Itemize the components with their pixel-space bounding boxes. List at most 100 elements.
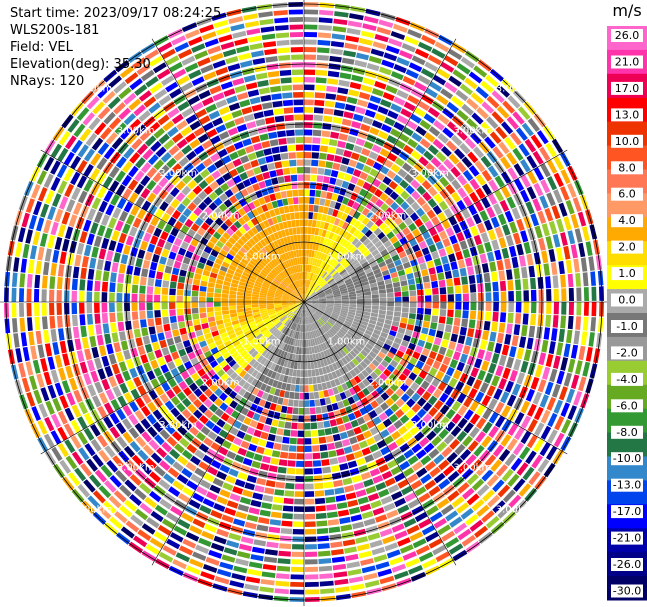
ppi-gate xyxy=(231,363,240,371)
ppi-gate xyxy=(436,68,451,80)
ppi-gate xyxy=(292,330,297,339)
ppi-gate xyxy=(558,202,568,217)
ppi-gate xyxy=(334,334,342,341)
ppi-gate xyxy=(291,62,304,68)
ppi-gate xyxy=(130,388,140,400)
ppi-gate xyxy=(297,174,304,181)
ppi-gate xyxy=(161,287,169,295)
ppi-gate xyxy=(470,293,477,302)
ppi-gate xyxy=(283,307,291,312)
ppi-gate xyxy=(232,30,247,39)
ppi-gate xyxy=(170,175,181,186)
ppi-gate xyxy=(311,300,319,302)
ppi-gate xyxy=(56,302,62,315)
ppi-gate xyxy=(165,205,175,216)
ppi-gate xyxy=(247,568,262,577)
ppi-gate xyxy=(259,133,269,141)
ppi-gate xyxy=(236,291,245,296)
ppi-gate xyxy=(157,114,170,126)
ppi-gate xyxy=(296,302,304,304)
ppi-gate xyxy=(278,222,285,230)
ppi-gate xyxy=(210,509,223,519)
ppi-gate xyxy=(323,176,330,184)
ppi-gate xyxy=(290,235,295,243)
ppi-gate xyxy=(229,580,245,589)
ppi-gate xyxy=(575,316,582,330)
ppi-gate xyxy=(499,280,507,291)
ppi-gate xyxy=(471,499,485,512)
ppi-gate xyxy=(178,247,187,256)
ppi-gate xyxy=(72,363,81,377)
ppi-gate xyxy=(217,253,226,261)
ppi-gate xyxy=(290,314,296,321)
ppi-gate xyxy=(383,159,394,169)
ppi-gate xyxy=(123,201,134,213)
ppi-gate xyxy=(141,268,149,278)
ppi-gate xyxy=(495,365,504,377)
ppi-gate xyxy=(185,29,200,39)
ppi-gate xyxy=(363,478,374,488)
ppi-gate xyxy=(431,435,442,447)
ppi-gate xyxy=(281,444,289,452)
ppi-gate xyxy=(214,297,221,302)
ppi-gate xyxy=(317,535,330,542)
ppi-gate xyxy=(333,218,341,226)
ppi-gate xyxy=(324,264,331,272)
ppi-gate xyxy=(304,77,315,83)
ppi-gate xyxy=(428,395,438,406)
ppi-gate xyxy=(294,498,304,505)
ppi-gate xyxy=(292,315,298,322)
ppi-gate xyxy=(275,291,283,295)
ppi-gate xyxy=(292,291,299,297)
ppi-gate xyxy=(122,188,133,200)
ppi-gate xyxy=(162,316,170,325)
ppi-gate xyxy=(118,87,132,100)
ppi-gate xyxy=(192,551,207,561)
ppi-gate xyxy=(285,252,290,260)
ppi-gate xyxy=(204,388,213,398)
ppi-gate xyxy=(341,157,350,165)
ppi-gate xyxy=(209,484,221,494)
ppi-gate xyxy=(316,54,329,61)
ppi-gate xyxy=(418,41,433,52)
ppi-gate xyxy=(105,132,118,145)
ppi-gate xyxy=(135,436,147,448)
ppi-gate xyxy=(484,372,493,384)
ppi-gate xyxy=(239,247,248,255)
ppi-gate xyxy=(169,315,177,324)
ppi-gate xyxy=(86,291,93,302)
ppi-gate xyxy=(476,504,490,517)
ppi-gate xyxy=(575,273,581,287)
ppi-gate xyxy=(236,308,245,313)
ppi-gate xyxy=(259,365,267,374)
ppi-gate xyxy=(420,213,430,224)
ppi-gate xyxy=(292,338,297,346)
ppi-gate xyxy=(384,117,396,127)
ppi-gate xyxy=(427,418,438,429)
ppi-gate xyxy=(456,129,468,141)
ppi-gate xyxy=(433,258,442,267)
ppi-gate xyxy=(109,312,116,323)
ppi-gate xyxy=(540,179,551,194)
ppi-gate xyxy=(512,111,525,125)
ppi-gate xyxy=(246,280,255,286)
ppi-gate xyxy=(265,277,273,284)
ppi-gate xyxy=(485,74,499,88)
ppi-gate xyxy=(290,304,298,309)
ppi-gate xyxy=(304,129,313,136)
ppi-gate xyxy=(263,317,271,323)
ppi-gate xyxy=(215,378,224,387)
colorbar-tick-bg xyxy=(611,372,643,386)
ppi-gate xyxy=(328,240,335,248)
ppi-gate xyxy=(365,525,379,534)
ppi-gate xyxy=(506,152,518,166)
ppi-gate xyxy=(387,302,394,307)
ppi-gate xyxy=(397,479,409,489)
ppi-gate xyxy=(330,259,337,267)
ppi-gate xyxy=(304,453,313,460)
ppi-gate xyxy=(251,246,259,254)
ppi-gate xyxy=(245,240,254,249)
ppi-gate xyxy=(337,171,346,180)
ppi-gate xyxy=(222,232,231,240)
ppi-gate xyxy=(416,467,428,478)
